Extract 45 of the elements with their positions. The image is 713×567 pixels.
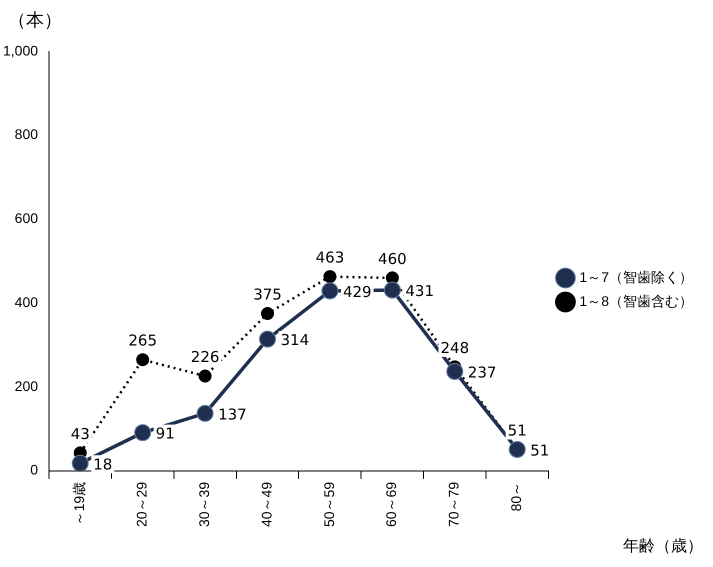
data-label: 137 <box>218 405 247 424</box>
data-label: 91 <box>156 424 175 443</box>
x-tick-label: 70～79 <box>446 482 462 528</box>
data-label: 431 <box>405 282 434 300</box>
point <box>259 330 276 348</box>
x-axis-title: 年齢（歳） <box>623 536 703 557</box>
y-tick-label: 0 <box>30 462 38 478</box>
point <box>134 424 152 442</box>
data-label: 460 <box>378 250 407 268</box>
y-tick-label: 400 <box>14 294 38 310</box>
point <box>196 404 214 422</box>
y-tick-label: 800 <box>14 126 38 142</box>
legend-label: 1～8（智歯含む） <box>579 292 694 309</box>
point <box>261 307 274 320</box>
x-tick-label: 30～39 <box>196 482 212 528</box>
x-tick-label: ～19歳 <box>71 482 88 526</box>
legend-label: 1～7（智歯除く） <box>579 268 694 285</box>
y-axis-title: （本） <box>8 9 62 32</box>
data-label: 463 <box>316 248 344 267</box>
point <box>321 282 338 300</box>
data-label: 248 <box>440 338 470 357</box>
x-tick-label: 80～ <box>508 482 524 512</box>
data-label: 51 <box>530 441 550 460</box>
data-label: 265 <box>128 332 157 350</box>
y-tick-label: 600 <box>14 210 38 226</box>
data-label: 51 <box>508 421 527 440</box>
data-label: 429 <box>342 282 372 301</box>
x-tick-label: 60～69 <box>383 482 400 528</box>
data-label: 18 <box>93 455 112 474</box>
point <box>198 370 212 383</box>
data-label: 226 <box>190 348 220 366</box>
y-tick-label: 1,000 <box>2 42 38 58</box>
x-tick-label: 50～59 <box>320 482 337 528</box>
point <box>446 362 464 380</box>
data-label: 375 <box>253 286 282 304</box>
point <box>72 454 89 471</box>
data-label: 314 <box>280 331 310 350</box>
point <box>323 270 336 284</box>
point <box>384 282 401 299</box>
y-tick-label: 200 <box>14 378 38 394</box>
point <box>136 353 150 366</box>
x-tick-label: 20～29 <box>134 482 150 528</box>
data-label: 43 <box>70 424 90 443</box>
x-tick-label: 40～49 <box>258 482 274 528</box>
data-label: 237 <box>468 363 496 382</box>
